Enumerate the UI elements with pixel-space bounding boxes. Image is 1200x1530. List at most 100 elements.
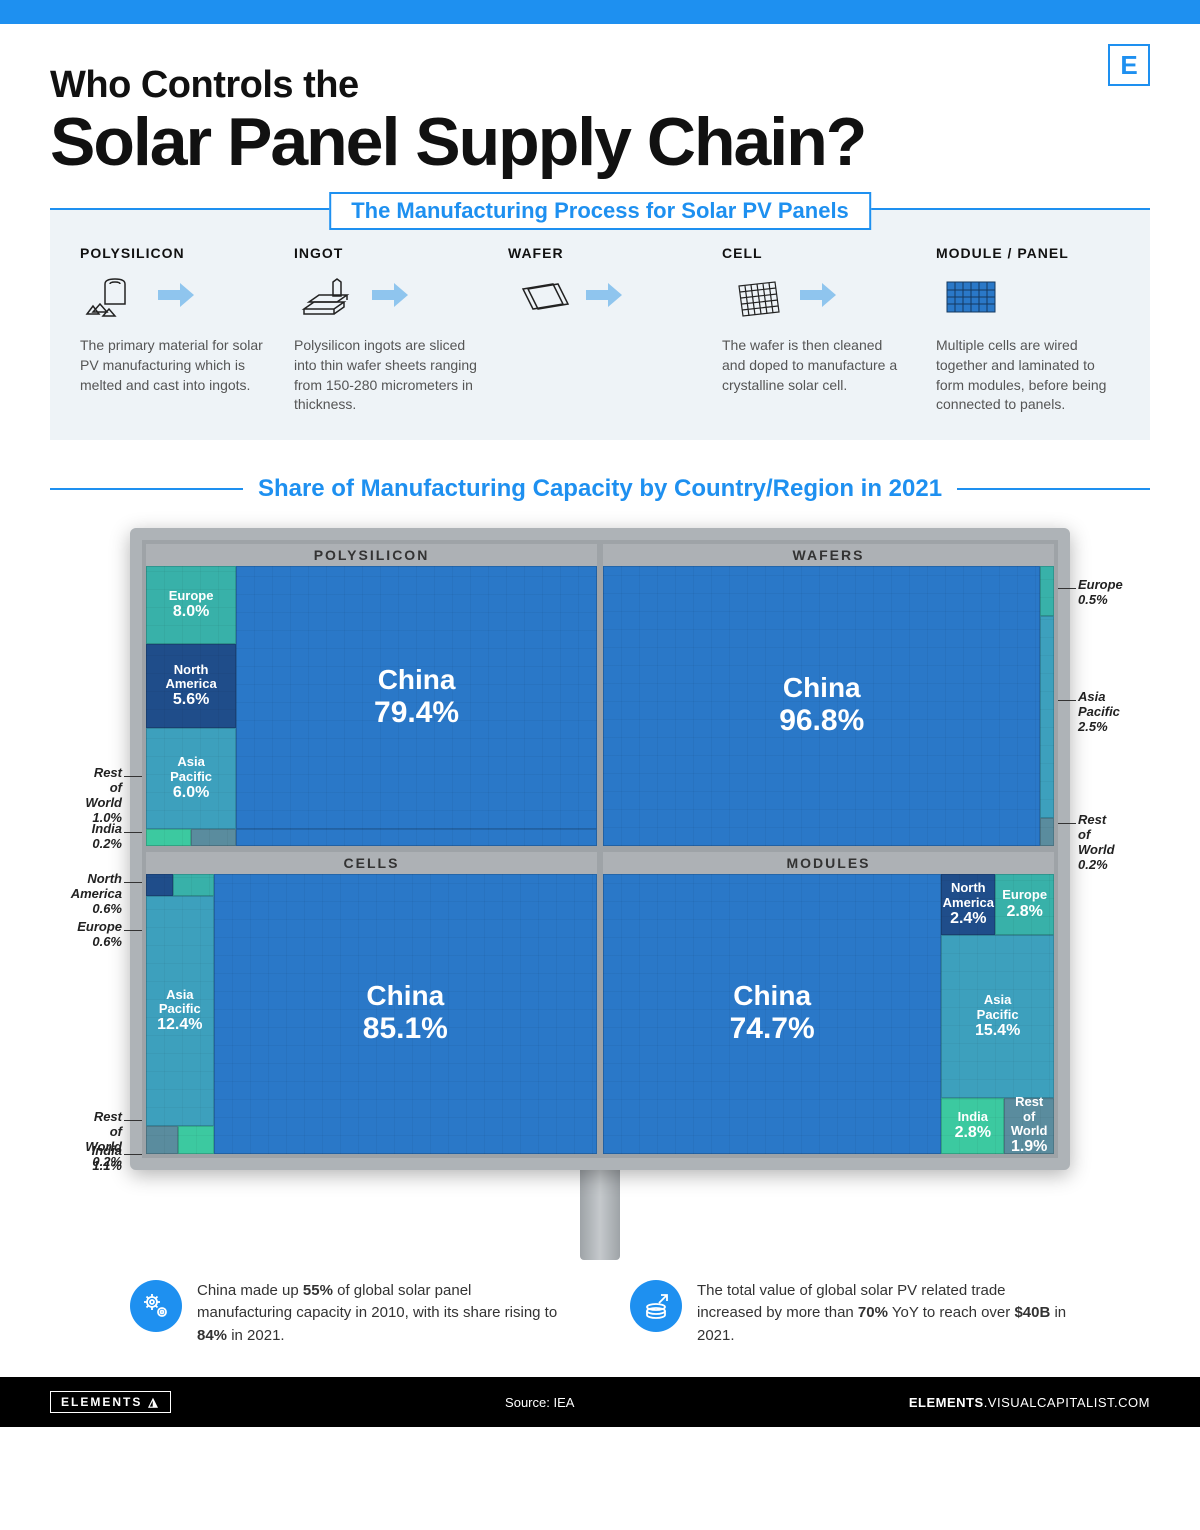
page: E Who Controls the Solar Panel Supply Ch… [0, 24, 1200, 1377]
cell-pct: 12.4% [157, 1016, 202, 1034]
callout-line [124, 832, 142, 833]
treemap-cell [1040, 566, 1054, 616]
chart-rule-left [50, 488, 243, 490]
step-heading: CELL [722, 245, 906, 261]
callout-line [1058, 700, 1076, 701]
cell-pct: 1.9% [1011, 1138, 1047, 1156]
cell-pct: 2.8% [1006, 903, 1042, 921]
arrow-icon [586, 278, 622, 315]
top-bar [0, 0, 1200, 24]
treemap-cell [236, 829, 597, 846]
step-heading: POLYSILICON [80, 245, 264, 261]
treemap-cell: China85.1% [214, 874, 597, 1154]
cell-name: China [378, 665, 456, 696]
step-icon [80, 271, 150, 321]
callout-line [124, 930, 142, 931]
cell-name: China [366, 981, 444, 1012]
title-pre: Who Controls the [50, 64, 1150, 107]
treemap-cell: AsiaPacific12.4% [146, 896, 214, 1126]
treemap-cell: India2.8% [941, 1098, 1004, 1154]
arrow-icon [372, 278, 408, 315]
panel-area: POLYSILICONEurope8.0%NorthAmerica5.6%Asi… [130, 528, 1070, 1170]
panel-grid: POLYSILICONEurope8.0%NorthAmerica5.6%Asi… [146, 544, 1054, 1154]
footer-logo-text: ELEMENTS [61, 1395, 142, 1409]
callout-label: India1.1% [92, 1144, 122, 1174]
cell-name: China [733, 981, 811, 1012]
treemap-cell: China79.4% [236, 566, 597, 829]
cell-pct: 5.6% [173, 691, 209, 709]
treemap: China74.7%NorthAmerica2.4%Europe2.8%Asia… [603, 874, 1054, 1154]
fact-text: China made up 55% of global solar panel … [197, 1280, 570, 1348]
footer-site-bold: ELEMENTS [909, 1395, 984, 1410]
coins-icon [630, 1280, 682, 1332]
callout-label: India0.2% [92, 822, 122, 852]
cell-pct: 96.8% [779, 704, 864, 738]
gears-icon [130, 1280, 182, 1332]
fact: China made up 55% of global solar panel … [130, 1280, 570, 1348]
cell-name: China [783, 673, 861, 704]
callout-label: Europe0.5% [1078, 578, 1123, 608]
cell-name: Europe [1002, 888, 1047, 902]
footer-source: Source: IEA [505, 1395, 574, 1410]
step-desc: Multiple cells are wired together and la… [936, 336, 1120, 414]
footer-site-rest: .VISUALCAPITALIST.COM [984, 1395, 1150, 1410]
brand-logo: E [1108, 44, 1150, 86]
treemap-cell: Europe2.8% [995, 874, 1054, 936]
callout-label: NorthAmerica0.6% [71, 872, 122, 917]
footer-logo: ELEMENTS ◮ [50, 1391, 171, 1413]
step-icon-row [508, 271, 692, 321]
callout-label: Restof World0.2% [1078, 813, 1115, 873]
process-step: INGOTPolysilicon ingots are sliced into … [294, 245, 478, 414]
cell-pct: 74.7% [730, 1012, 815, 1046]
step-heading: MODULE / PANEL [936, 245, 1120, 261]
treemap-cell: Europe8.0% [146, 566, 236, 644]
quadrant-title: WAFERS [603, 544, 1054, 566]
facts-row: China made up 55% of global solar panel … [50, 1280, 1150, 1378]
treemap-cell: NorthAmerica5.6% [146, 644, 236, 728]
callout-line [124, 1120, 142, 1121]
callout-label: AsiaPacific2.5% [1078, 690, 1120, 735]
cell-name: India [958, 1110, 988, 1124]
quadrant-title: CELLS [146, 852, 597, 874]
treemap-cell: AsiaPacific6.0% [146, 728, 236, 829]
step-icon [294, 271, 364, 321]
process-steps: POLYSILICONThe primary material for sola… [80, 245, 1120, 414]
callout-line [1058, 588, 1076, 589]
treemap: China96.8% [603, 566, 1054, 846]
treemap: Europe8.0%NorthAmerica5.6%AsiaPacific6.0… [146, 566, 597, 846]
callout-line [124, 776, 142, 777]
step-icon-row [294, 271, 478, 321]
step-heading: INGOT [294, 245, 478, 261]
callout-line [1058, 823, 1076, 824]
chart-section: Share of Manufacturing Capacity by Count… [50, 475, 1150, 1260]
title-main: Solar Panel Supply Chain? [50, 107, 1150, 178]
treemap-cell: China74.7% [603, 874, 941, 1154]
treemap-cell [191, 829, 236, 846]
cell-pct: 6.0% [173, 784, 209, 802]
cell-pct: 2.4% [950, 910, 986, 928]
footer-site: ELEMENTS.VISUALCAPITALIST.COM [909, 1395, 1150, 1410]
quadrant-cells: CELLSAsiaPacific12.4%China85.1% [146, 852, 597, 1154]
treemap-cell [146, 1126, 178, 1154]
arrow-icon [158, 278, 194, 315]
panel-stand [580, 1170, 620, 1260]
treemap-cell [146, 829, 191, 846]
quadrant-wafers: WAFERSChina96.8% [603, 544, 1054, 846]
process-step: POLYSILICONThe primary material for sola… [80, 245, 264, 414]
step-icon-row [936, 271, 1120, 321]
step-icon-row [722, 271, 906, 321]
callout-line [124, 882, 142, 883]
callout-line [124, 1154, 142, 1155]
cell-name: NorthAmerica [943, 881, 994, 910]
step-heading: WAFER [508, 245, 692, 261]
treemap-cell: China96.8% [603, 566, 1040, 846]
callout-label: Europe0.6% [77, 920, 122, 950]
process-section: The Manufacturing Process for Solar PV P… [50, 208, 1150, 439]
quadrant-title: POLYSILICON [146, 544, 597, 566]
fact-text: The total value of global solar PV relat… [697, 1280, 1070, 1348]
arrow-icon [800, 278, 836, 315]
cell-name: AsiaPacific [159, 988, 201, 1017]
panel-frame: POLYSILICONEurope8.0%NorthAmerica5.6%Asi… [130, 528, 1070, 1170]
quadrant-modules: MODULESChina74.7%NorthAmerica2.4%Europe2… [603, 852, 1054, 1154]
cell-pct: 2.8% [955, 1124, 991, 1142]
